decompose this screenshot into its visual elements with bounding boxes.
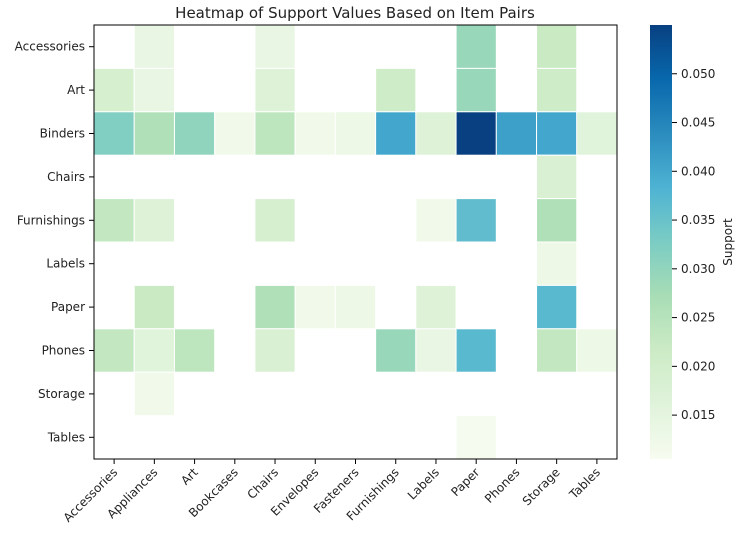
heatmap-cell bbox=[415, 198, 457, 243]
colorbar-tick-label: 0.050 bbox=[681, 67, 715, 81]
x-tick-label: Storage bbox=[520, 465, 563, 508]
heatmap-cell bbox=[455, 198, 497, 243]
heatmap-cell bbox=[536, 328, 578, 373]
colorbar-ticks: 0.015 0.020 0.025 0.030 0.035 0.040 0.045 0.050 bbox=[672, 67, 715, 422]
heatmap-cell bbox=[294, 111, 336, 156]
heatmap-cell bbox=[133, 67, 175, 113]
x-tick-label: Phones bbox=[482, 465, 523, 506]
heatmap-cell bbox=[455, 111, 497, 156]
heatmap-cell bbox=[375, 328, 417, 373]
x-tick-label: Chairs bbox=[244, 465, 281, 502]
y-tick-label: Tables bbox=[47, 430, 85, 444]
heatmap-cell bbox=[375, 111, 417, 156]
heatmap-cell bbox=[294, 284, 336, 330]
colorbar-tick-label: 0.025 bbox=[681, 311, 715, 325]
colorbar-tick-label: 0.045 bbox=[681, 116, 715, 130]
colorbar-tick-label: 0.015 bbox=[681, 408, 715, 422]
colorbar-label: Support bbox=[721, 218, 735, 266]
colorbar-tick-label: 0.020 bbox=[681, 359, 715, 373]
heatmap-cell bbox=[133, 284, 175, 330]
heatmap-cell bbox=[254, 328, 296, 373]
heatmap-cell bbox=[455, 67, 497, 113]
heatmap-cell bbox=[455, 328, 497, 373]
heatmap-cell bbox=[133, 371, 175, 417]
y-tick-label: Phones bbox=[42, 344, 85, 358]
y-tick-label: Binders bbox=[40, 127, 85, 141]
y-tick-label: Paper bbox=[51, 300, 85, 314]
heatmap-cell bbox=[93, 67, 135, 113]
heatmap-cell bbox=[455, 415, 497, 460]
y-tick-label: Accessories bbox=[15, 40, 85, 54]
colorbar-tick-label: 0.035 bbox=[681, 213, 715, 227]
heatmap-cell bbox=[254, 67, 296, 113]
heatmap-cell bbox=[536, 154, 578, 200]
heatmap-cell bbox=[334, 284, 377, 330]
x-tick-label: Paper bbox=[448, 465, 482, 499]
heatmap-cell bbox=[133, 328, 175, 373]
y-tick-label: Chairs bbox=[47, 170, 85, 184]
colorbar bbox=[650, 25, 672, 459]
heatmap-cell bbox=[133, 24, 175, 69]
y-tick-label: Art bbox=[67, 83, 85, 97]
heatmap-cell bbox=[455, 24, 497, 69]
heatmap-cell bbox=[375, 67, 417, 113]
heatmap-cell bbox=[536, 198, 578, 243]
heatmap-cell bbox=[93, 198, 135, 243]
heatmap-cell bbox=[133, 111, 175, 156]
heatmap-cell bbox=[415, 111, 457, 156]
heatmap-cell bbox=[536, 67, 578, 113]
heatmap-cell bbox=[93, 328, 135, 373]
heatmap-cell bbox=[254, 24, 296, 69]
heatmap-cell bbox=[576, 111, 618, 156]
x-tick-label: Art bbox=[178, 465, 201, 488]
heatmap-cell bbox=[173, 328, 216, 373]
colorbar-tick-label: 0.040 bbox=[681, 164, 715, 178]
y-tick-label: Storage bbox=[38, 387, 85, 401]
y-tick-label: Labels bbox=[46, 257, 85, 271]
heatmap-cell bbox=[254, 284, 296, 330]
chart-title: Heatmap of Support Values Based on Item … bbox=[175, 4, 535, 22]
x-tick-label: Labels bbox=[405, 465, 442, 502]
y-axis: Accessories Art Binders Chairs Furnishings La… bbox=[15, 40, 94, 444]
colorbar-tick-label: 0.030 bbox=[681, 262, 715, 276]
heatmap-cell bbox=[576, 328, 618, 373]
heatmap-cell bbox=[536, 241, 578, 286]
heatmap-cell bbox=[93, 111, 135, 156]
heatmap-cell bbox=[536, 24, 578, 69]
heatmap-cell bbox=[495, 111, 538, 156]
y-tick-label: Furnishings bbox=[17, 213, 85, 227]
heatmap-cell bbox=[536, 111, 578, 156]
heatmap-cell bbox=[214, 111, 256, 156]
heatmap-cell bbox=[173, 111, 216, 156]
heatmap-cell bbox=[536, 284, 578, 330]
heatmap-cell bbox=[415, 284, 457, 330]
heatmap-cell bbox=[254, 198, 296, 243]
heatmap-cell bbox=[334, 111, 377, 156]
x-tick-label: Tables bbox=[566, 465, 603, 502]
heatmap-cell bbox=[133, 198, 175, 243]
heatmap-cells bbox=[93, 24, 618, 460]
heatmap-cell bbox=[415, 328, 457, 373]
heatmap-cell bbox=[254, 111, 296, 156]
